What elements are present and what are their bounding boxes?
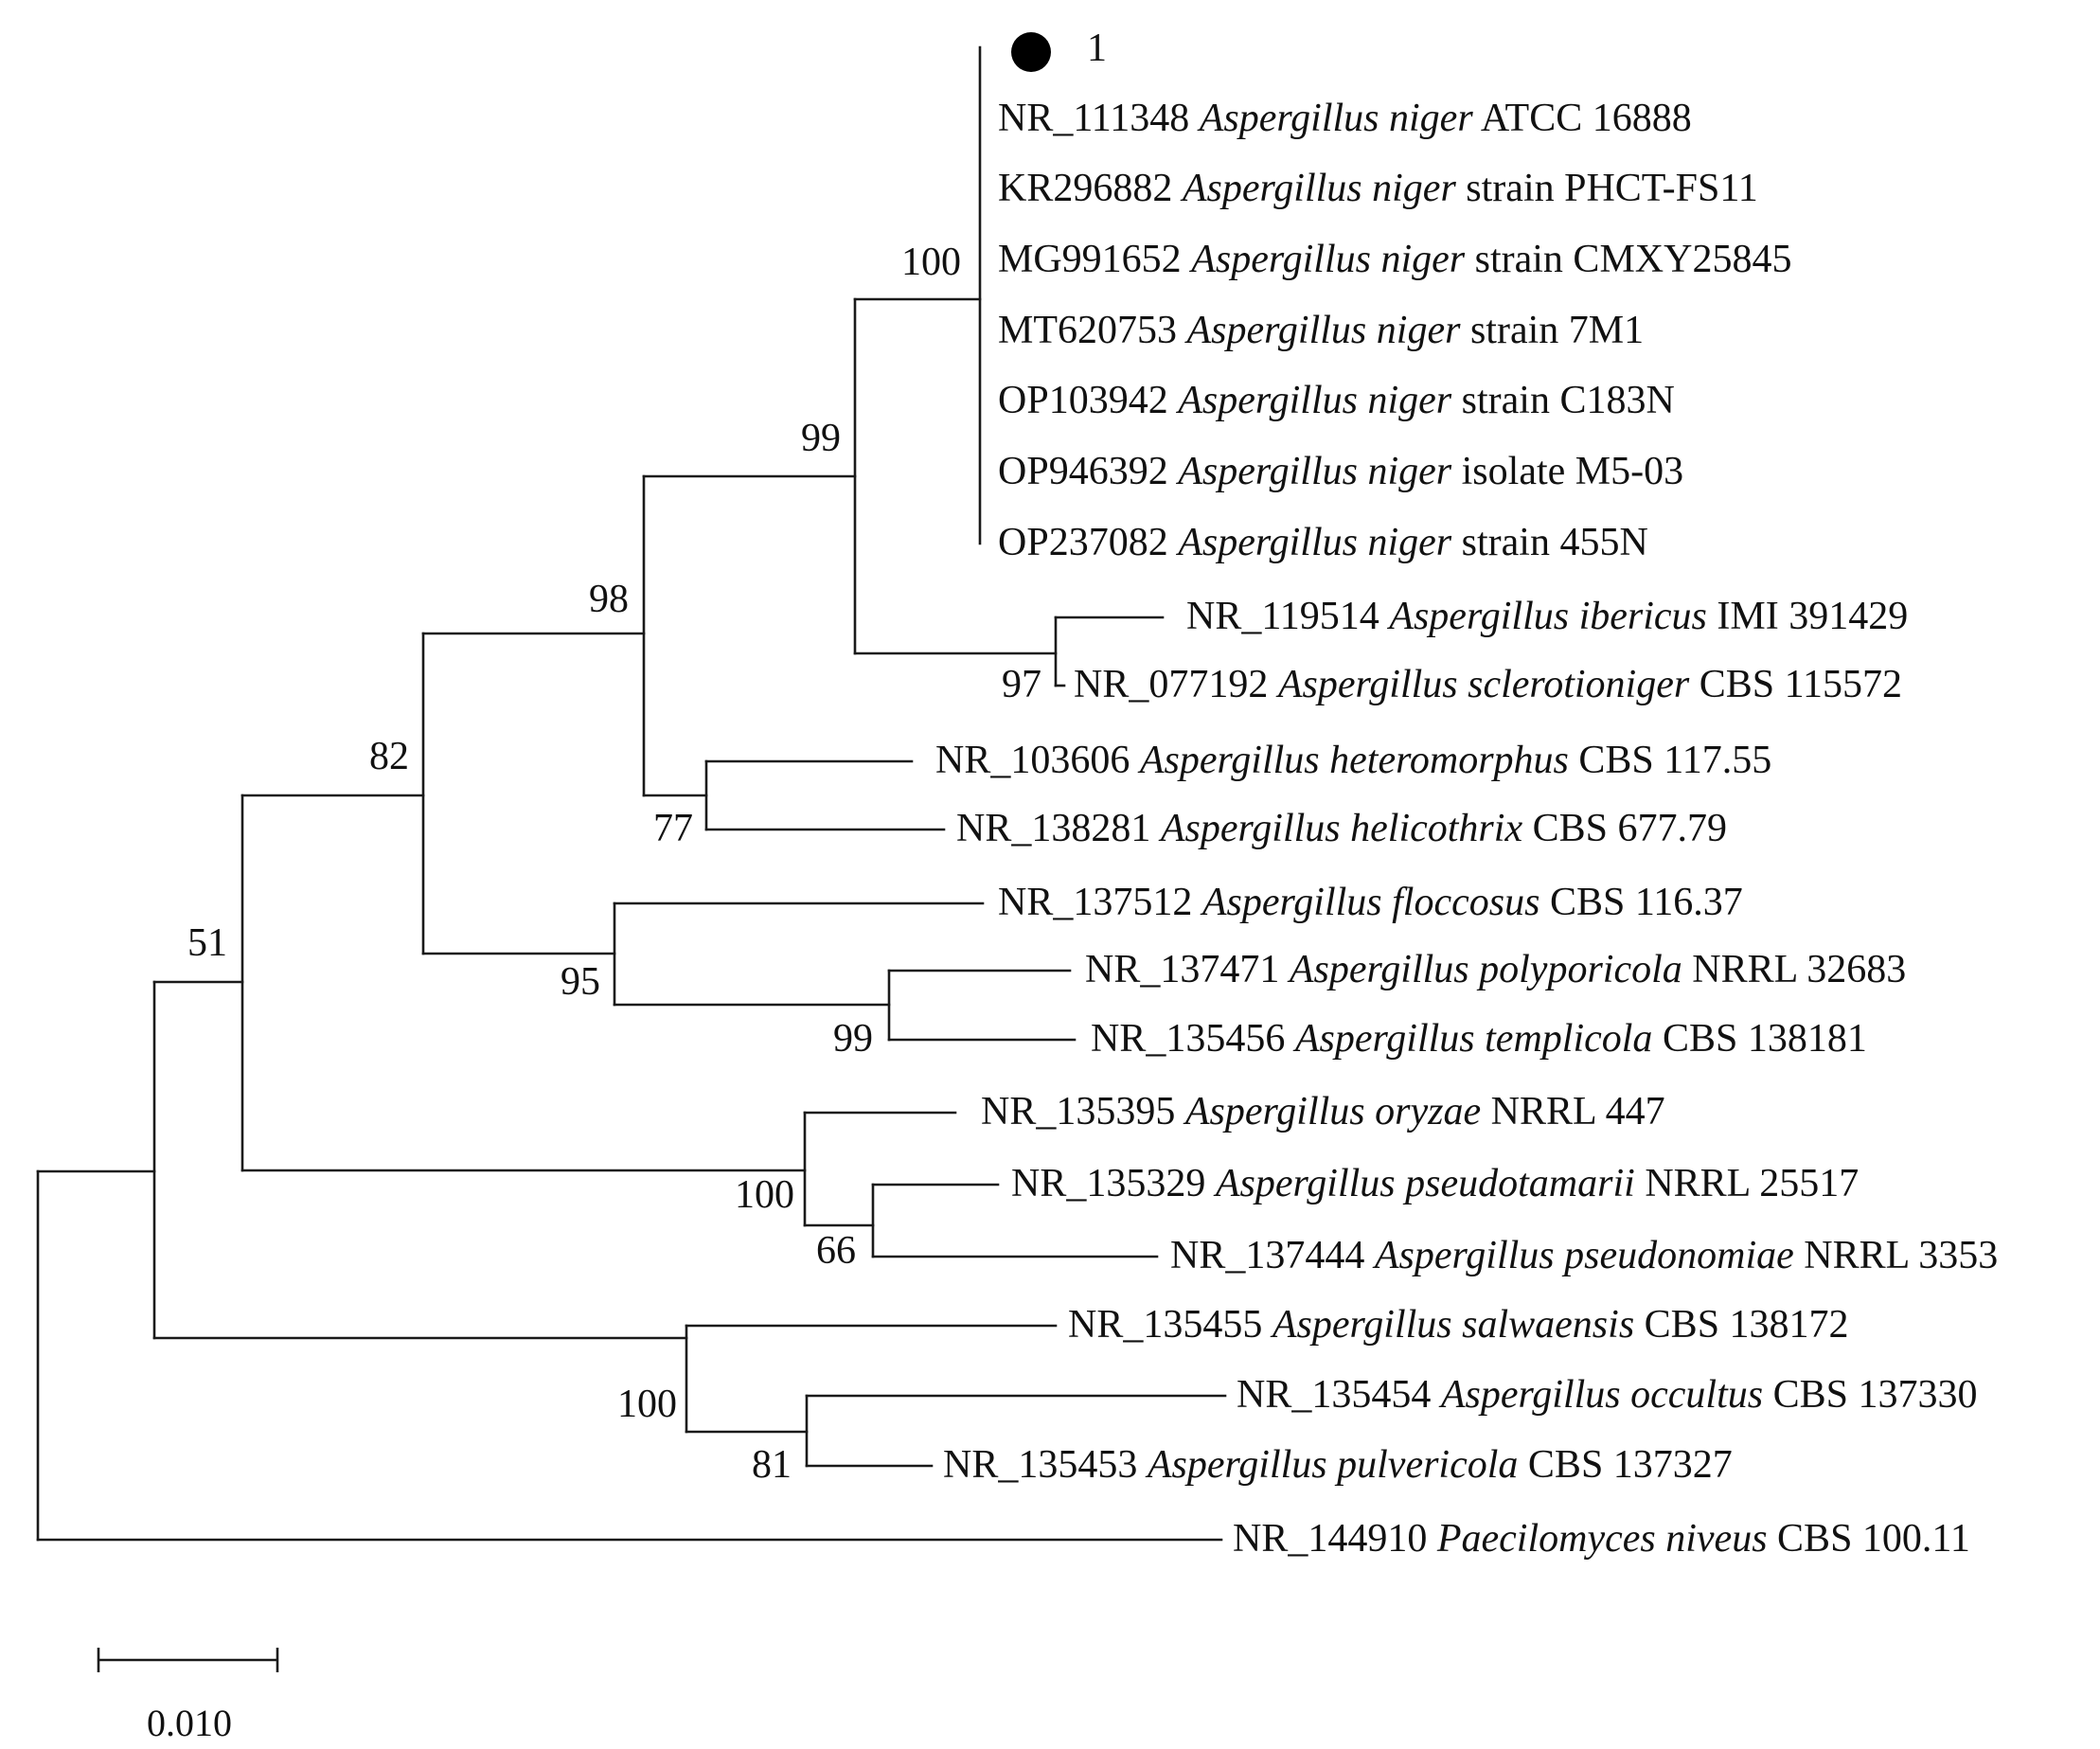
taxon-label: OP946392 Aspergillus niger isolate M5-03 xyxy=(998,450,1683,493)
taxon-label: OP237082 Aspergillus niger strain 455N xyxy=(998,521,1648,564)
taxon-label: NR_137444 Aspergillus pseudonomiae NRRL … xyxy=(1170,1234,1998,1277)
bootstrap-value: 77 xyxy=(653,807,693,850)
taxon-label: MT620753 Aspergillus niger strain 7M1 xyxy=(998,309,1644,352)
bootstrap-value: 100 xyxy=(735,1173,794,1217)
scale-bar: 0.010 xyxy=(97,1648,279,1744)
bootstrap-value: 97 xyxy=(1002,663,1041,706)
taxon-label: NR_135329 Aspergillus pseudotamarii NRRL… xyxy=(1011,1162,1859,1205)
bootstrap-value: 51 xyxy=(187,921,227,965)
taxon-label: NR_103606 Aspergillus heteromorphus CBS … xyxy=(935,739,1771,782)
query-sequence-label: 1 xyxy=(1087,27,1107,70)
bootstrap-value: 100 xyxy=(901,241,961,284)
taxon-label: NR_138281 Aspergillus helicothrix CBS 67… xyxy=(956,807,1727,850)
taxon-label: NR_144910 Paecilomyces niveus CBS 100.11 xyxy=(1233,1517,1970,1561)
tip-labels: NR_111348 Aspergillus niger ATCC 16888 K… xyxy=(935,97,1998,1561)
taxon-label: MG991652 Aspergillus niger strain CMXY25… xyxy=(998,238,1791,281)
bootstrap-value: 81 xyxy=(752,1443,792,1487)
tree-branches xyxy=(36,45,1227,1542)
taxon-label: NR_135456 Aspergillus templicola CBS 138… xyxy=(1091,1017,1867,1061)
scale-bar-line xyxy=(97,1648,279,1672)
bootstrap-value: 66 xyxy=(816,1229,856,1273)
taxon-label: NR_077192 Aspergillus sclerotioniger CBS… xyxy=(1074,663,1902,706)
bootstrap-value: 95 xyxy=(561,960,600,1004)
bootstrap-value: 99 xyxy=(833,1017,873,1061)
taxon-label: OP103942 Aspergillus niger strain C183N xyxy=(998,379,1675,422)
taxon-label: NR_137512 Aspergillus floccosus CBS 116.… xyxy=(998,881,1743,924)
bootstrap-values: 100 99 98 97 77 82 95 99 51 100 66 100 8… xyxy=(187,241,1041,1487)
query-sequence-marker xyxy=(1011,32,1051,72)
bootstrap-value: 99 xyxy=(801,417,841,460)
bootstrap-value: 82 xyxy=(369,735,409,778)
bootstrap-value: 100 xyxy=(617,1383,677,1426)
taxon-label: NR_135395 Aspergillus oryzae NRRL 447 xyxy=(981,1090,1665,1133)
taxon-label: NR_135454 Aspergillus occultus CBS 13733… xyxy=(1237,1373,1978,1417)
taxon-label: NR_137471 Aspergillus polyporicola NRRL … xyxy=(1085,948,1906,991)
taxon-label: NR_111348 Aspergillus niger ATCC 16888 xyxy=(998,97,1692,140)
taxon-label: KR296882 Aspergillus niger strain PHCT-F… xyxy=(998,167,1758,210)
bootstrap-value: 98 xyxy=(589,578,629,621)
scale-bar-label: 0.010 xyxy=(147,1702,232,1744)
taxon-label: NR_135453 Aspergillus pulvericola CBS 13… xyxy=(943,1443,1733,1487)
taxon-label: NR_119514 Aspergillus ibericus IMI 39142… xyxy=(1186,595,1908,638)
taxon-label: NR_135455 Aspergillus salwaensis CBS 138… xyxy=(1068,1303,1849,1347)
